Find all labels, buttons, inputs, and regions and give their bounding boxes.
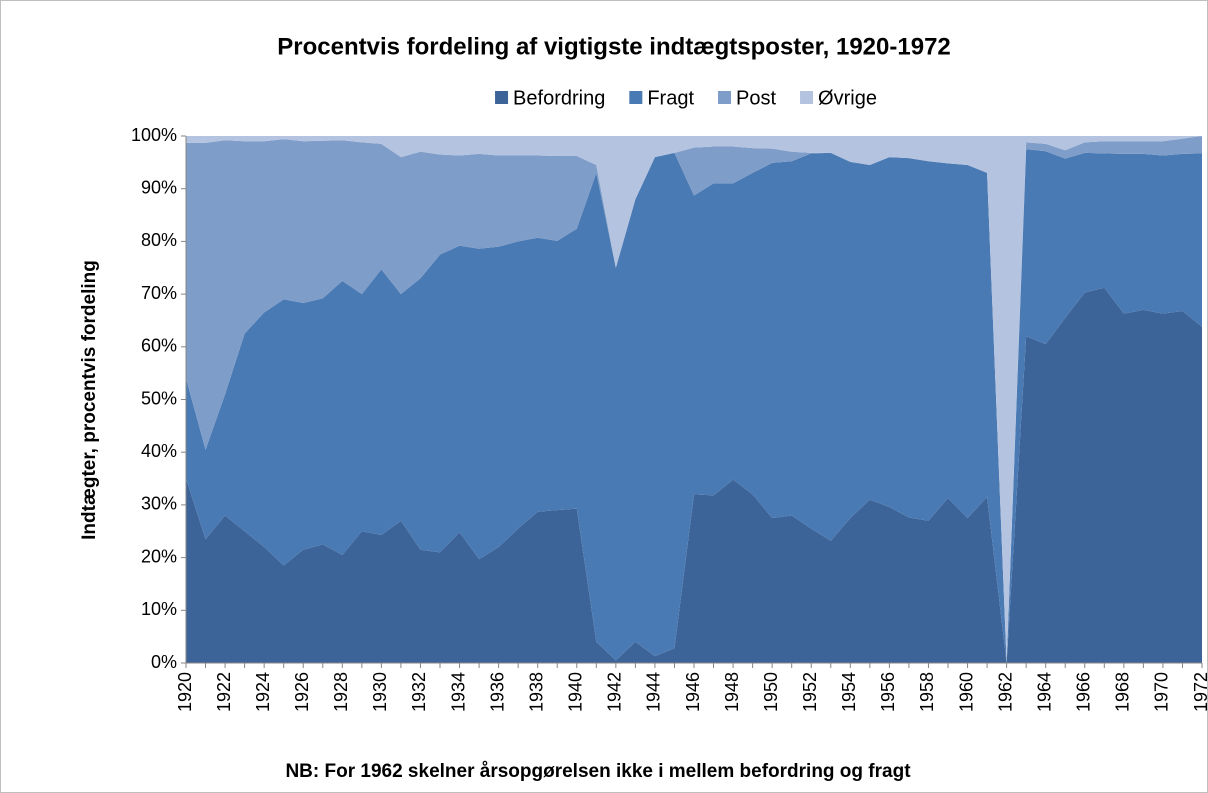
y-tick-label: 20% [141, 546, 177, 566]
y-tick-label: 50% [141, 388, 177, 408]
x-tick-label: 1968 [1113, 672, 1133, 712]
x-tick-label: 1962 [995, 672, 1015, 712]
legend-label: Fragt [647, 87, 694, 109]
x-tick-label: 1928 [331, 672, 351, 712]
x-tick-label: 1966 [1074, 672, 1094, 712]
x-tick-label: 1924 [253, 672, 273, 712]
x-tick-label: 1956 [878, 672, 898, 712]
x-tick-label: 1958 [917, 672, 937, 712]
chart-title: Procentvis fordeling af vigtigste indtæg… [277, 33, 951, 60]
x-tick-label: 1922 [214, 672, 234, 712]
legend-swatch [800, 91, 814, 104]
x-tick-label: 1932 [409, 672, 429, 712]
legend-label: Post [736, 87, 776, 109]
y-tick-label: 80% [141, 230, 177, 250]
legend-swatch [495, 91, 509, 104]
x-tick-label: 1950 [761, 672, 781, 712]
legend-swatch [718, 91, 732, 104]
x-tick-label: 1934 [448, 672, 468, 712]
x-tick-label: 1940 [566, 672, 586, 712]
y-tick-label: 10% [141, 599, 177, 619]
y-tick-label: 70% [141, 283, 177, 303]
x-tick-label: 1944 [644, 672, 664, 712]
x-tick-label: 1946 [683, 672, 703, 712]
x-tick-label: 1938 [526, 672, 546, 712]
x-tick-label: 1972 [1191, 672, 1208, 712]
legend-label: Befordring [513, 87, 605, 109]
x-tick-label: 1964 [1034, 672, 1054, 712]
x-tick-label: 1954 [839, 672, 859, 712]
x-tick-label: 1942 [605, 672, 625, 712]
area [186, 287, 1202, 663]
y-tick-label: 0% [151, 652, 177, 672]
y-tick-label: 60% [141, 336, 177, 356]
x-tick-label: 1936 [487, 672, 507, 712]
y-tick-label: 40% [141, 441, 177, 461]
y-tick-label: 30% [141, 494, 177, 514]
area [186, 136, 1202, 663]
x-tick-label: 1930 [370, 672, 390, 712]
y-axis-label: Indtægter, procentvis fordeling [79, 260, 100, 540]
x-tick-label: 1952 [800, 672, 820, 712]
x-tick-label: 1920 [175, 672, 195, 712]
x-tick-label: 1926 [292, 672, 312, 712]
x-tick-label: 1948 [722, 672, 742, 712]
y-tick-label: 90% [141, 177, 177, 197]
legend-swatch [629, 91, 643, 104]
footnote: NB: For 1962 skelner årsopgørelsen ikke … [285, 761, 911, 782]
area [186, 136, 1202, 663]
y-tick-label: 100% [131, 125, 177, 145]
x-tick-label: 1960 [956, 672, 976, 712]
legend: Befordring Fragt Post Øvrige [495, 87, 877, 109]
area [186, 149, 1202, 664]
x-tick-label: 1970 [1152, 672, 1172, 712]
legend-label: Øvrige [818, 87, 877, 109]
